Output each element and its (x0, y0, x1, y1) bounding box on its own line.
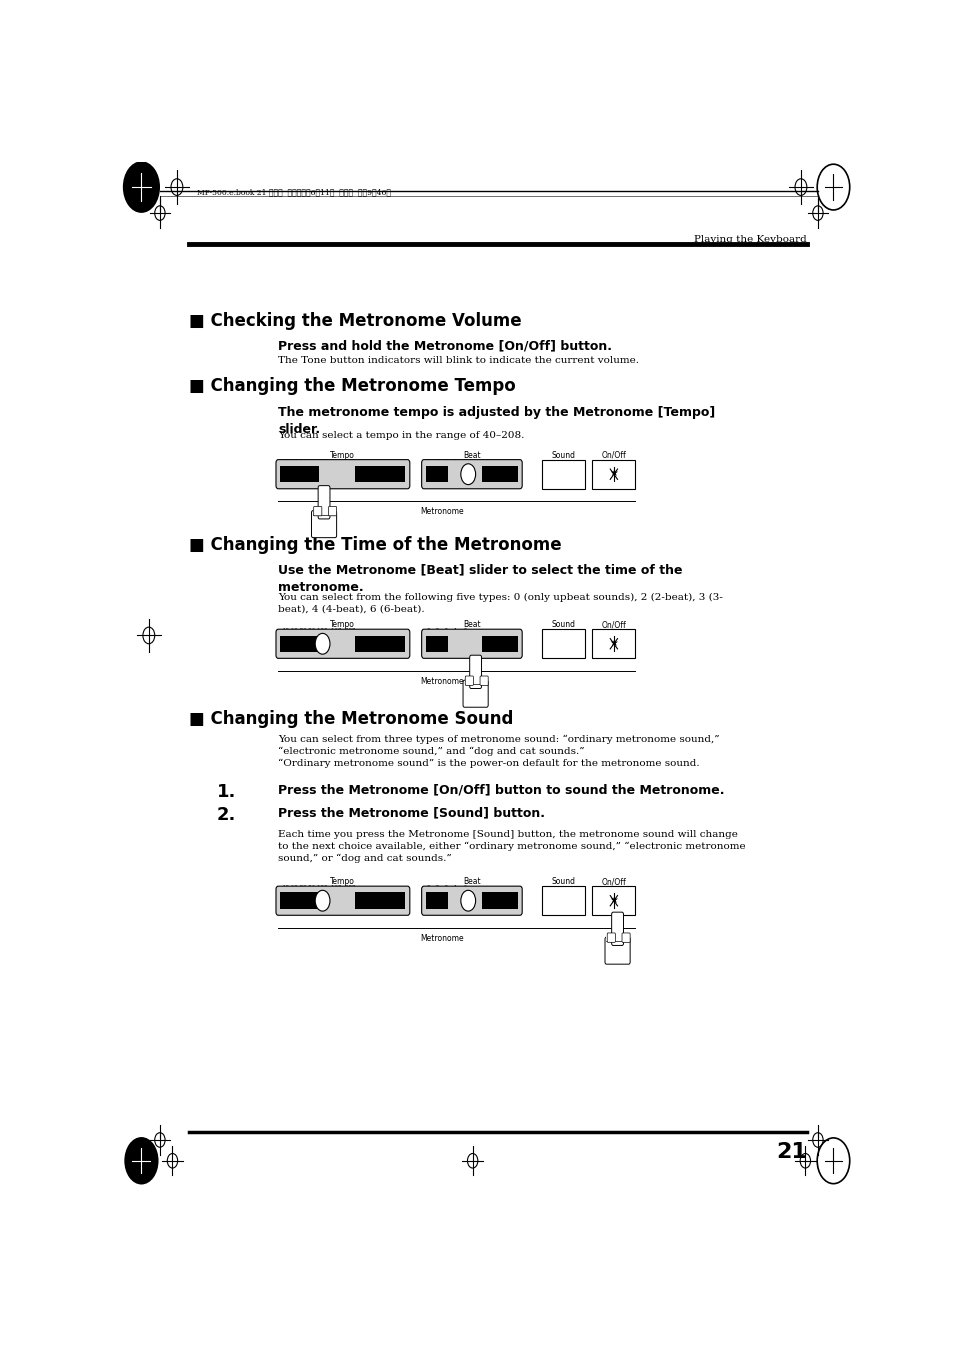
Text: Tempo: Tempo (330, 620, 355, 630)
Text: Metronome: Metronome (419, 508, 463, 516)
FancyBboxPatch shape (604, 938, 630, 965)
Text: Beat: Beat (462, 877, 480, 886)
Text: 40 60 80 96 120  168  208: 40 60 80 96 120 168 208 (282, 885, 355, 890)
Text: Beat: Beat (462, 620, 480, 630)
Bar (280, 635, 318, 653)
Text: Press the Metronome [On/Off] button to sound the Metronome.: Press the Metronome [On/Off] button to s… (278, 784, 724, 796)
FancyBboxPatch shape (314, 507, 321, 516)
Text: On/Off: On/Off (601, 877, 625, 886)
FancyBboxPatch shape (465, 676, 473, 685)
Bar (280, 466, 318, 482)
Text: ★: ★ (609, 894, 618, 905)
Bar (280, 893, 318, 909)
Bar (541, 886, 584, 915)
Text: Press the Metronome [Sound] button.: Press the Metronome [Sound] button. (278, 807, 544, 819)
Text: Beat: Beat (462, 451, 480, 459)
Bar (592, 630, 635, 658)
Bar (426, 635, 448, 653)
Bar (541, 630, 584, 658)
Text: 2.: 2. (216, 807, 235, 824)
Text: 0   2   3   4    6: 0 2 3 4 6 (426, 459, 467, 463)
Text: 0   2   3   4    6: 0 2 3 4 6 (426, 628, 467, 634)
Text: ★: ★ (609, 469, 618, 478)
FancyBboxPatch shape (275, 886, 410, 915)
Circle shape (314, 890, 330, 911)
Bar (606, 935, 628, 946)
Circle shape (460, 463, 476, 485)
Text: Playing the Keyboard: Playing the Keyboard (694, 235, 806, 245)
FancyBboxPatch shape (611, 912, 623, 946)
Text: You can select a tempo in the range of 40–208.: You can select a tempo in the range of 4… (278, 431, 524, 439)
Circle shape (460, 890, 476, 911)
Text: Tempo: Tempo (330, 877, 355, 886)
FancyBboxPatch shape (421, 459, 521, 489)
Text: You can select from the following five types: 0 (only upbeat sounds), 2 (2-beat): You can select from the following five t… (278, 593, 722, 613)
Text: Metronome: Metronome (419, 934, 463, 943)
FancyBboxPatch shape (469, 655, 481, 689)
Circle shape (125, 1138, 157, 1183)
Bar (592, 459, 635, 489)
FancyBboxPatch shape (275, 459, 410, 489)
Text: ■ Checking the Metronome Volume: ■ Checking the Metronome Volume (190, 312, 521, 330)
Text: The metronome tempo is adjusted by the Metronome [Tempo]
slider.: The metronome tempo is adjusted by the M… (278, 405, 715, 436)
Text: ■ Changing the Metronome Sound: ■ Changing the Metronome Sound (190, 711, 514, 728)
Text: On/Off: On/Off (601, 620, 625, 630)
Text: Tempo: Tempo (330, 451, 355, 459)
Bar (355, 893, 405, 909)
Text: You can select from three types of metronome sound: “ordinary metronome sound,”
: You can select from three types of metro… (278, 734, 720, 769)
FancyBboxPatch shape (607, 934, 615, 943)
Bar (482, 893, 517, 909)
Bar (482, 635, 517, 653)
Bar (592, 886, 635, 915)
Text: The Tone button indicators will blink to indicate the current volume.: The Tone button indicators will blink to… (278, 355, 639, 365)
FancyBboxPatch shape (421, 630, 521, 658)
Bar (426, 466, 448, 482)
Text: MP-500.e.book 21 ページ  ２００３年6月11日  水曜日  午前9時46分: MP-500.e.book 21 ページ ２００３年6月11日 水曜日 午前9時… (196, 188, 391, 196)
Bar (482, 466, 517, 482)
FancyBboxPatch shape (317, 485, 330, 519)
Text: ■ Changing the Metronome Tempo: ■ Changing the Metronome Tempo (190, 377, 516, 396)
Bar (426, 893, 448, 909)
FancyBboxPatch shape (275, 630, 410, 658)
Text: Sound: Sound (551, 451, 575, 459)
Bar (541, 459, 584, 489)
Text: Use the Metronome [Beat] slider to select the time of the
metronome.: Use the Metronome [Beat] slider to selec… (278, 563, 682, 594)
Text: Sound: Sound (551, 620, 575, 630)
Text: On/Off: On/Off (601, 451, 625, 459)
Bar (313, 508, 335, 519)
Text: 0   2   3   4    6: 0 2 3 4 6 (426, 885, 467, 890)
Text: 40 60 80 96 120  168  208: 40 60 80 96 120 168 208 (282, 459, 355, 463)
Text: 1.: 1. (216, 784, 235, 801)
Bar (355, 466, 405, 482)
Text: Sound: Sound (551, 877, 575, 886)
Text: Metronome: Metronome (419, 677, 463, 686)
Text: 40 60 80 96 120  168  208: 40 60 80 96 120 168 208 (282, 628, 355, 634)
Text: ■ Changing the Time of the Metronome: ■ Changing the Time of the Metronome (190, 535, 561, 554)
Bar (464, 678, 486, 689)
FancyBboxPatch shape (421, 886, 521, 915)
Circle shape (314, 634, 330, 654)
Text: 21: 21 (775, 1142, 806, 1162)
Text: Press and hold the Metronome [On/Off] button.: Press and hold the Metronome [On/Off] bu… (278, 339, 612, 353)
FancyBboxPatch shape (311, 511, 336, 538)
Text: ★: ★ (609, 638, 618, 647)
FancyBboxPatch shape (479, 676, 488, 685)
FancyBboxPatch shape (328, 507, 336, 516)
FancyBboxPatch shape (621, 934, 630, 943)
Circle shape (124, 162, 159, 212)
FancyBboxPatch shape (462, 680, 488, 707)
Bar (355, 635, 405, 653)
Text: Each time you press the Metronome [Sound] button, the metronome sound will chang: Each time you press the Metronome [Sound… (278, 830, 745, 863)
